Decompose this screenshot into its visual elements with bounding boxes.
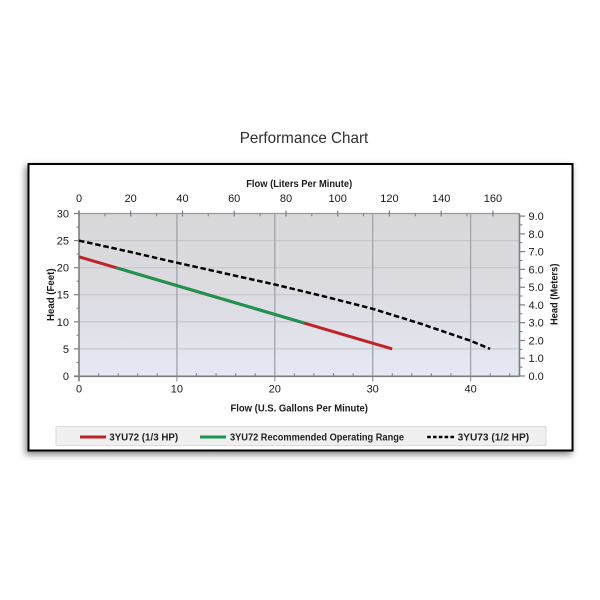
svg-text:140: 140 — [432, 193, 450, 205]
svg-text:8.0: 8.0 — [529, 229, 544, 241]
svg-text:40: 40 — [176, 193, 188, 205]
svg-text:Flow (Liters Per Minute): Flow (Liters Per Minute) — [246, 179, 352, 190]
svg-text:0: 0 — [76, 384, 82, 396]
svg-text:30: 30 — [367, 384, 379, 396]
svg-text:80: 80 — [280, 193, 292, 205]
svg-text:4.0: 4.0 — [529, 300, 544, 312]
svg-text:7.0: 7.0 — [529, 247, 544, 259]
svg-text:5: 5 — [63, 344, 69, 356]
svg-text:15: 15 — [57, 290, 69, 302]
svg-text:40: 40 — [464, 384, 476, 396]
svg-text:9.0: 9.0 — [529, 211, 544, 223]
svg-text:0.0: 0.0 — [529, 371, 544, 383]
svg-text:20: 20 — [125, 193, 137, 205]
svg-text:25: 25 — [57, 236, 69, 248]
svg-text:1.0: 1.0 — [529, 353, 544, 365]
svg-text:20: 20 — [269, 384, 281, 396]
svg-text:20: 20 — [57, 263, 69, 275]
svg-text:120: 120 — [380, 193, 398, 205]
svg-text:6.0: 6.0 — [529, 264, 544, 276]
svg-text:60: 60 — [228, 193, 240, 205]
svg-text:Head (Meters): Head (Meters) — [550, 264, 561, 326]
svg-text:10: 10 — [171, 384, 183, 396]
svg-text:160: 160 — [484, 193, 502, 205]
svg-text:0: 0 — [63, 371, 69, 383]
svg-text:3YU73 (1/2 HP): 3YU73 (1/2 HP) — [458, 433, 529, 444]
svg-text:3YU72 (1/3 HP): 3YU72 (1/3 HP) — [109, 433, 178, 444]
svg-text:5.0: 5.0 — [529, 282, 544, 294]
svg-text:Performance Chart: Performance Chart — [240, 130, 369, 147]
svg-text:100: 100 — [329, 193, 347, 205]
svg-text:0: 0 — [76, 193, 82, 205]
svg-text:2.0: 2.0 — [529, 336, 544, 348]
svg-text:10: 10 — [57, 317, 69, 329]
svg-text:Head (Feet): Head (Feet) — [46, 268, 57, 321]
svg-text:30: 30 — [57, 209, 69, 221]
svg-text:3.0: 3.0 — [529, 318, 544, 330]
svg-text:Flow (U.S. Gallons Per Minute): Flow (U.S. Gallons Per Minute) — [230, 403, 368, 414]
svg-text:3YU72 Recommended Operating Ra: 3YU72 Recommended Operating Range — [230, 433, 404, 444]
